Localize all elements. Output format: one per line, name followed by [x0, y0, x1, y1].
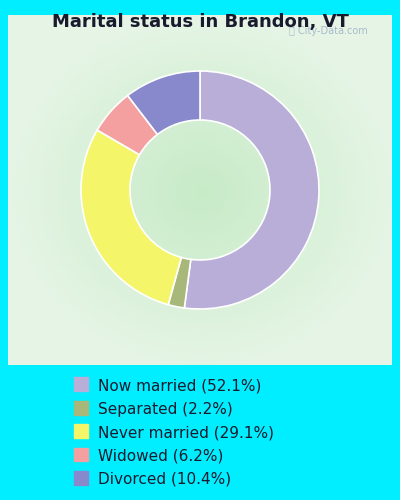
Wedge shape [128, 71, 200, 134]
Wedge shape [184, 71, 319, 309]
Wedge shape [168, 258, 191, 308]
Wedge shape [81, 130, 181, 304]
Text: Marital status in Brandon, VT: Marital status in Brandon, VT [52, 12, 348, 30]
Text: ⓘ City-Data.com: ⓘ City-Data.com [289, 26, 368, 36]
Wedge shape [97, 96, 158, 154]
Legend: Now married (52.1%), Separated (2.2%), Never married (29.1%), Widowed (6.2%), Di: Now married (52.1%), Separated (2.2%), N… [68, 372, 280, 493]
